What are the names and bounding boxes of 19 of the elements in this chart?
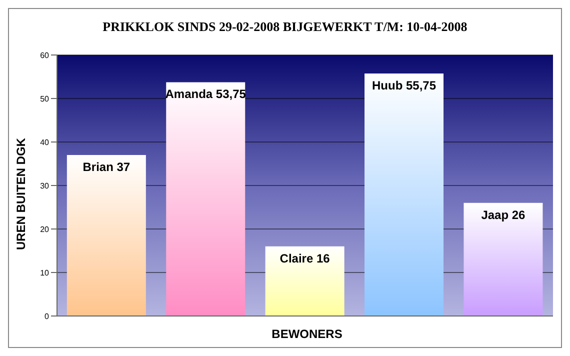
bar bbox=[66, 155, 146, 316]
bar bbox=[166, 82, 246, 316]
data-label: Jaap 26 bbox=[481, 208, 526, 222]
y-tick-label: 0 bbox=[44, 312, 50, 321]
bar bbox=[464, 202, 543, 316]
bar bbox=[265, 246, 344, 316]
y-tick-label: 50 bbox=[40, 94, 50, 104]
data-label: Huub 55,75 bbox=[372, 78, 436, 92]
y-tick-label: 30 bbox=[40, 181, 50, 190]
y-tick-label: 20 bbox=[40, 224, 50, 234]
y-tick-label: 40 bbox=[40, 138, 50, 147]
bar bbox=[364, 73, 444, 316]
data-label: Claire 16 bbox=[280, 251, 330, 266]
y-tick-label: 60 bbox=[40, 50, 50, 60]
chart-title: PRIKKLOK SINDS 29-02-2008 BIJGEWERKT T/M: 10-04-2008 bbox=[102, 19, 468, 35]
data-label: Brian 37 bbox=[82, 160, 130, 174]
x-axis-title: BEWONERS bbox=[270, 327, 344, 341]
y-axis-title: UREN BUITEN DGK bbox=[14, 138, 28, 250]
y-tick-label: 10 bbox=[40, 268, 50, 278]
